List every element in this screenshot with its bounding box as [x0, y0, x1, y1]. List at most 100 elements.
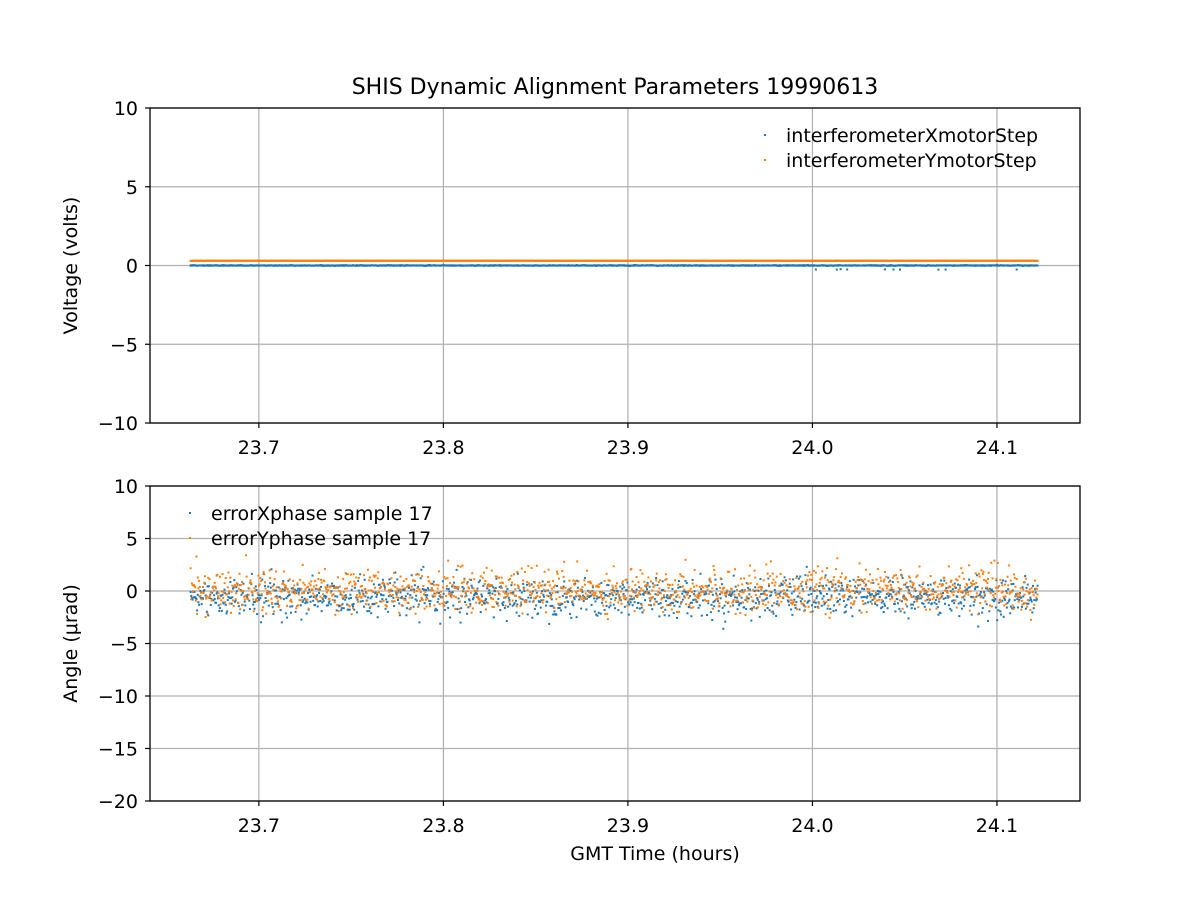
data-point [331, 584, 334, 587]
data-point [661, 596, 664, 599]
data-point [488, 594, 491, 597]
data-point [785, 584, 788, 587]
data-point [655, 572, 658, 575]
data-point [735, 596, 738, 599]
data-point [478, 597, 481, 600]
data-point [359, 600, 362, 603]
data-point [247, 593, 250, 596]
data-point [335, 609, 338, 612]
data-point [452, 604, 455, 607]
data-point [361, 599, 364, 602]
data-point [456, 585, 459, 588]
data-point [468, 599, 471, 602]
data-point [340, 609, 343, 612]
data-point [617, 608, 620, 611]
data-point [248, 587, 251, 590]
data-point [293, 592, 296, 595]
data-point [535, 591, 538, 594]
data-point [291, 579, 294, 582]
data-point [788, 578, 791, 581]
data-point [558, 596, 561, 599]
data-point [632, 591, 635, 594]
data-point [425, 605, 428, 608]
data-point [305, 586, 308, 589]
data-point [737, 593, 740, 596]
data-point [683, 596, 686, 599]
data-point [370, 612, 373, 615]
data-point [749, 588, 752, 591]
data-point [312, 595, 315, 598]
data-point [666, 583, 669, 586]
x-tick-label: 23.9 [607, 437, 649, 459]
data-point [248, 599, 251, 602]
data-point [913, 600, 916, 603]
data-point [685, 603, 688, 606]
data-point [320, 610, 323, 613]
data-point [211, 591, 214, 594]
data-point [857, 592, 860, 595]
data-point [615, 593, 618, 596]
data-point [552, 586, 555, 589]
data-point [540, 592, 543, 595]
data-point [692, 598, 695, 601]
data-point [398, 588, 401, 591]
data-point [425, 596, 428, 599]
data-point [599, 596, 602, 599]
data-point [504, 604, 507, 607]
data-point [568, 579, 571, 582]
data-point [449, 616, 452, 619]
data-point [846, 586, 849, 589]
data-point [859, 578, 862, 581]
data-point [1024, 575, 1027, 578]
data-point [240, 593, 243, 596]
data-point [405, 577, 408, 580]
data-point [329, 586, 332, 589]
data-point [860, 596, 863, 599]
data-point [481, 576, 484, 579]
data-point [480, 599, 483, 602]
data-point [578, 594, 581, 597]
data-point [486, 585, 489, 588]
data-point [306, 598, 309, 601]
data-point [447, 559, 450, 562]
data-point [587, 589, 590, 592]
data-point [1016, 598, 1019, 601]
data-point [807, 574, 810, 577]
data-point [236, 584, 239, 587]
data-point [743, 577, 746, 580]
data-point [689, 590, 692, 593]
data-point [817, 606, 820, 609]
data-point [334, 595, 337, 598]
data-point [411, 596, 414, 599]
data-point [311, 574, 314, 577]
data-point [387, 588, 390, 591]
data-point [668, 584, 671, 587]
data-point [952, 599, 955, 602]
data-point [864, 585, 867, 588]
data-point [396, 578, 399, 581]
data-point [778, 592, 781, 595]
data-point [604, 593, 607, 596]
data-point [372, 574, 375, 577]
data-point [632, 597, 635, 600]
data-point [495, 601, 498, 604]
data-point [684, 558, 687, 561]
data-point [544, 611, 547, 614]
data-point [412, 579, 415, 582]
data-point [310, 595, 313, 598]
data-point [835, 589, 838, 592]
data-point [429, 582, 432, 585]
data-point [856, 591, 859, 594]
data-point [779, 572, 782, 575]
data-point [786, 593, 789, 596]
data-point [764, 593, 767, 596]
data-point [260, 621, 263, 624]
data-point [414, 598, 417, 601]
data-point [1025, 586, 1028, 589]
data-point [784, 579, 787, 582]
data-point [1000, 581, 1003, 584]
data-point [715, 598, 718, 601]
data-point [653, 584, 656, 587]
data-point [874, 602, 877, 605]
data-point [644, 590, 647, 593]
